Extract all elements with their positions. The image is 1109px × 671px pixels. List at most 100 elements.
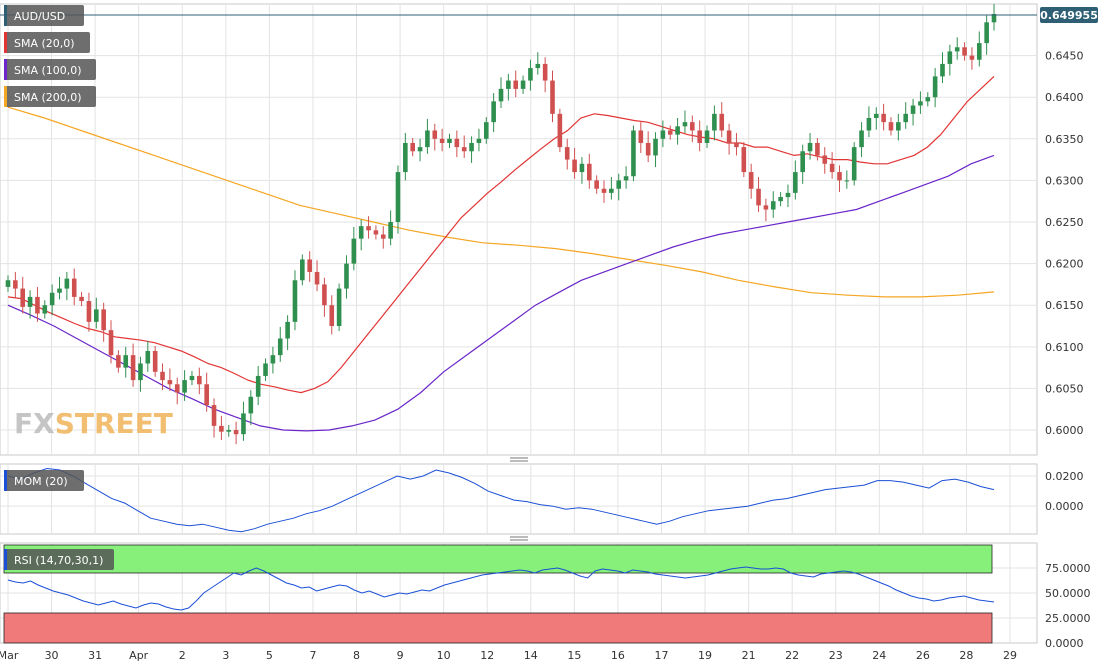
candle-body xyxy=(631,130,636,177)
rsi-overbought-band xyxy=(3,544,993,574)
candle-body xyxy=(572,159,577,173)
candle-body xyxy=(660,130,666,139)
price-tick-label: 0.6150 xyxy=(1045,299,1084,312)
candle-body xyxy=(498,88,504,102)
candle-body xyxy=(734,142,739,148)
watermark-fx: FX xyxy=(14,407,55,440)
candle-body xyxy=(653,138,658,156)
mom-panel xyxy=(0,463,1038,535)
candle-body xyxy=(329,305,335,327)
y-axis-labels: 0.6450 0.6400 0.6350 0.6300 0.6250 0.6200 0.61… xyxy=(1045,50,1091,650)
candle-body xyxy=(704,130,710,143)
candle-body xyxy=(690,122,695,131)
candle-body xyxy=(270,355,276,364)
candle-body xyxy=(609,188,614,193)
candle-body xyxy=(903,113,909,123)
legend-sma20[interactable]: SMA (20,0) xyxy=(4,32,90,53)
legend-rsi[interactable]: RSI (14,70,30,1) xyxy=(4,549,114,570)
candle-body xyxy=(432,130,438,139)
resize-handle-mom[interactable] xyxy=(510,457,528,462)
candle-body xyxy=(667,130,673,135)
candle-body xyxy=(461,147,467,152)
candle-body xyxy=(93,309,99,322)
candle-body xyxy=(712,113,717,131)
candle-body xyxy=(248,396,254,414)
candle-body xyxy=(866,117,872,131)
candle-body xyxy=(822,155,828,164)
candle-body xyxy=(344,263,349,289)
candle-body xyxy=(86,301,92,322)
candle-body xyxy=(763,205,769,210)
candle-body xyxy=(263,363,268,376)
legend-sma100[interactable]: SMA (100,0) xyxy=(4,59,96,80)
candle-body xyxy=(940,63,945,77)
price-tick-label: 0.6000 xyxy=(1045,424,1084,437)
candle-body xyxy=(79,296,84,302)
candle-body xyxy=(601,188,607,193)
x-axis-labels: Mar 30 31 Apr 2 3 5 7 8 9 10 12 14 15 16 17 19 21 22 23 24 26… xyxy=(0,649,1017,662)
candle-body xyxy=(211,405,217,426)
candle-body xyxy=(491,101,496,123)
candle-body xyxy=(49,292,55,306)
candle-body xyxy=(748,172,754,189)
candle-body xyxy=(638,130,644,143)
candle-body xyxy=(469,142,474,152)
candle-body xyxy=(204,384,209,406)
candle-body xyxy=(123,355,129,368)
legend-mom[interactable]: MOM (20) xyxy=(4,470,84,491)
x-tick-label: 26 xyxy=(916,649,930,662)
legend-sma200[interactable]: SMA (200,0) xyxy=(4,86,96,107)
x-tick-label: 29 xyxy=(1003,649,1017,662)
candle-body xyxy=(366,226,371,231)
candle-body xyxy=(20,288,26,307)
candle-body xyxy=(947,51,953,64)
candle-body xyxy=(719,113,725,131)
candle-body xyxy=(726,130,732,143)
candle-body xyxy=(277,338,283,356)
x-tick-label: 19 xyxy=(698,649,712,662)
candle-body xyxy=(358,226,364,239)
candle-body xyxy=(138,363,143,381)
candle-body xyxy=(403,142,408,173)
candle-body xyxy=(932,76,938,98)
x-tick-label: 21 xyxy=(742,649,756,662)
rsi-bands xyxy=(3,544,993,644)
candle-body xyxy=(896,122,901,131)
legend-symbol[interactable]: AUD/USD xyxy=(4,5,84,26)
x-tick-label: 10 xyxy=(437,649,451,662)
candles xyxy=(5,4,997,445)
rsi-line xyxy=(7,566,995,611)
x-tick-label: 3 xyxy=(222,649,229,662)
watermark-street: STREET xyxy=(55,407,173,440)
candle-body xyxy=(285,321,290,339)
mom-tick-label: 0.0200 xyxy=(1045,470,1084,483)
candle-body xyxy=(513,80,519,89)
sma20-line xyxy=(7,75,995,394)
x-tick-label: 28 xyxy=(959,649,973,662)
candle-body xyxy=(859,130,864,148)
candle-body xyxy=(71,278,77,297)
candle-body xyxy=(623,176,629,181)
candle-body xyxy=(373,230,379,235)
candle-body xyxy=(219,425,224,432)
candle-body xyxy=(35,296,40,314)
resize-handle-rsi[interactable] xyxy=(510,536,528,541)
candle-body xyxy=(27,296,33,307)
candle-body xyxy=(101,309,106,331)
last-price-tag xyxy=(1040,7,1098,23)
candle-body xyxy=(542,63,548,81)
x-tick-label: 5 xyxy=(266,649,273,662)
rsi-oversold-band xyxy=(3,612,993,644)
price-tick-label: 0.6200 xyxy=(1045,258,1084,271)
candle-body xyxy=(741,147,747,173)
candle-body xyxy=(314,271,320,285)
x-tick-label: 9 xyxy=(397,649,404,662)
candle-body xyxy=(130,355,136,381)
candle-body xyxy=(645,142,651,156)
rsi-tick-label: 25.0000 xyxy=(1045,612,1091,625)
candle-body xyxy=(881,113,886,123)
candle-body xyxy=(255,375,261,397)
candle-body xyxy=(800,151,805,173)
candle-body xyxy=(837,172,842,181)
candle-body xyxy=(57,288,62,293)
